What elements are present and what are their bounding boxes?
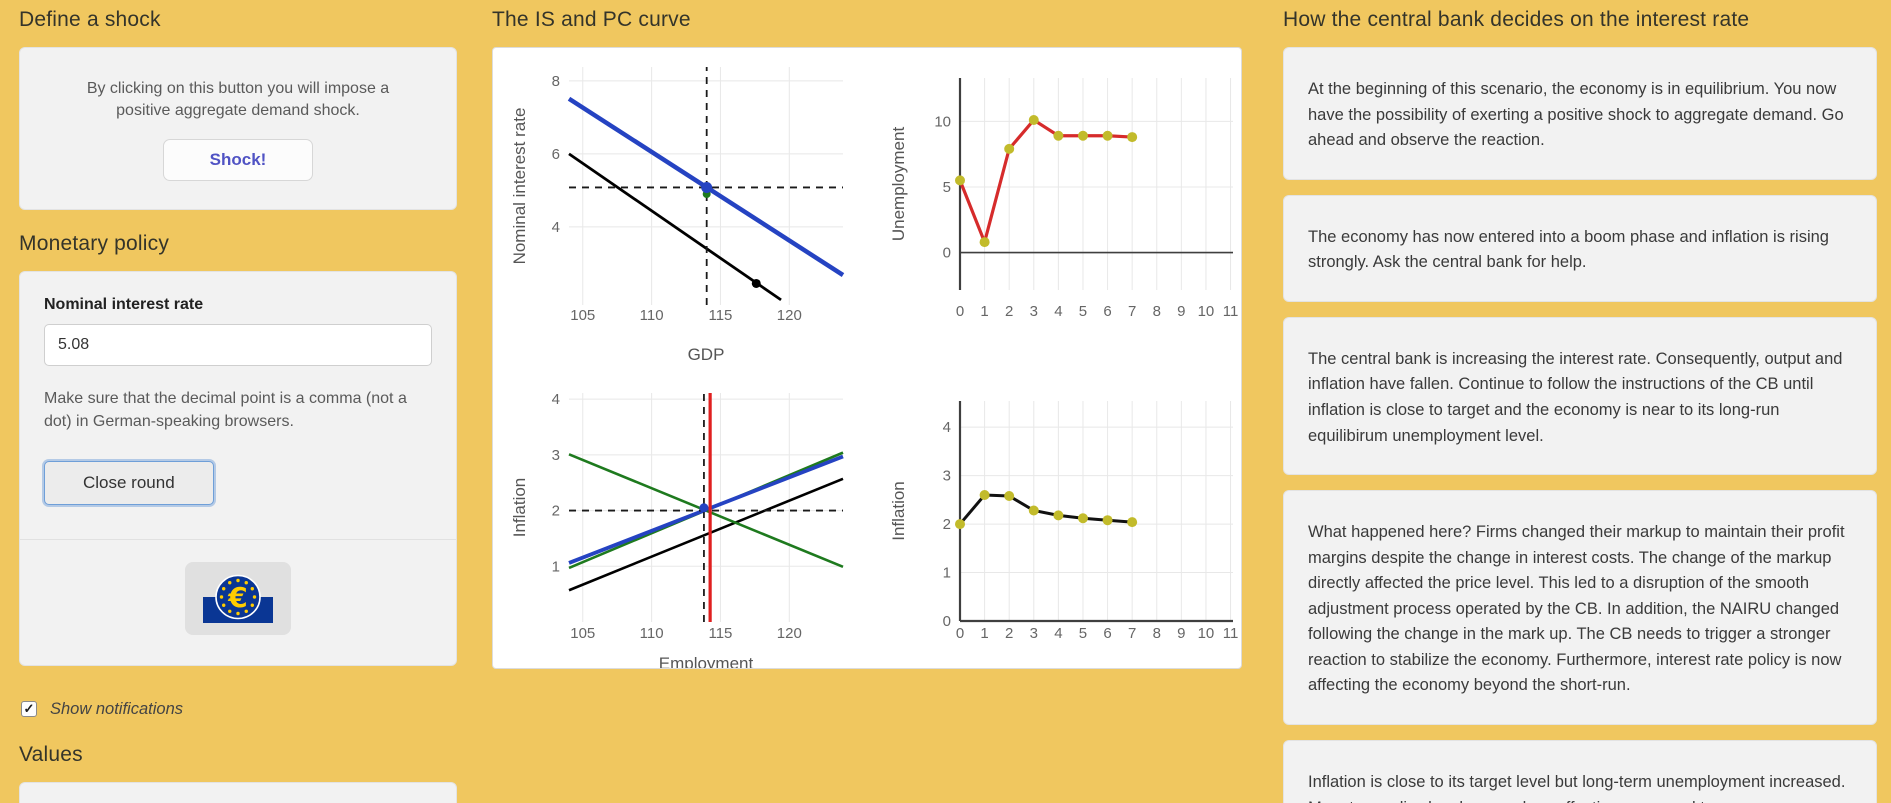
svg-text:2: 2: [1005, 625, 1013, 642]
svg-text:7: 7: [1128, 625, 1136, 642]
cb-message-4: What happened here? Firms changed their …: [1283, 490, 1877, 725]
show-notifications-label: Show notifications: [50, 699, 183, 718]
star-dots: [219, 579, 257, 616]
svg-text:€: €: [227, 581, 247, 614]
is-pc-chart-panel: 105 110 115 120 4 6 8 GDP Nominal interest rate …: [492, 47, 1242, 669]
nominal-interest-rate-label: Nominal interest rate: [44, 296, 204, 314]
svg-text:GDP: GDP: [688, 345, 725, 364]
svg-text:Unemployment: Unemployment: [889, 127, 908, 242]
svg-text:2: 2: [943, 516, 951, 533]
values-title: Values: [19, 742, 83, 766]
shock-button[interactable]: Shock!: [162, 139, 314, 182]
values-card: GDP: 113.99 Inflation: 2.04 %: [19, 781, 457, 803]
svg-text:120: 120: [777, 307, 802, 324]
svg-text:105: 105: [570, 625, 595, 642]
chart-column: The IS and PC curve 105 110 115 120 4 6 8 GDP No…: [492, 8, 1242, 669]
cb-message-2: The economy has now entered into a boom …: [1283, 194, 1877, 302]
svg-text:4: 4: [552, 391, 560, 408]
svg-text:4: 4: [1054, 303, 1062, 320]
close-round-button[interactable]: Close round: [44, 460, 214, 505]
svg-text:3: 3: [1030, 625, 1038, 642]
cb-message-3: The central bank is increasing the inter…: [1283, 316, 1877, 476]
monetary-policy-card: Nominal interest rate Make sure that the…: [19, 271, 457, 666]
svg-text:120: 120: [777, 625, 802, 642]
svg-text:11: 11: [1223, 303, 1239, 320]
svg-text:110: 110: [640, 307, 664, 324]
cb-explainer-title: How the central bank decides on the inte…: [1283, 8, 1750, 31]
monetary-policy-title: Monetary policy: [19, 232, 170, 256]
svg-text:3: 3: [1030, 303, 1038, 320]
svg-text:Employment: Employment: [659, 654, 754, 669]
svg-text:115: 115: [708, 625, 732, 642]
svg-text:0: 0: [956, 303, 964, 320]
svg-text:2: 2: [1005, 303, 1013, 320]
svg-text:0: 0: [956, 625, 964, 642]
svg-text:9: 9: [1177, 625, 1185, 642]
svg-text:0: 0: [943, 613, 951, 630]
svg-text:2: 2: [552, 503, 560, 520]
decimal-note: Make sure that the decimal point is a co…: [44, 390, 407, 430]
svg-text:Inflation: Inflation: [889, 481, 908, 541]
svg-text:6: 6: [552, 146, 560, 163]
svg-text:9: 9: [1177, 303, 1185, 320]
svg-text:4: 4: [552, 219, 560, 236]
svg-text:10: 10: [1198, 625, 1215, 642]
show-notifications-checkbox[interactable]: ✓: [21, 701, 37, 718]
svg-text:1: 1: [552, 558, 560, 575]
svg-text:4: 4: [1054, 625, 1062, 642]
svg-text:1: 1: [943, 565, 951, 582]
svg-text:11: 11: [1223, 625, 1239, 642]
svg-text:8: 8: [1153, 303, 1161, 320]
svg-text:115: 115: [708, 307, 732, 324]
card-divider: [20, 538, 456, 540]
svg-text:105: 105: [570, 307, 595, 324]
svg-text:4: 4: [943, 419, 951, 436]
svg-text:10: 10: [934, 113, 951, 130]
shock-description: By clicking on this button you will impo…: [86, 80, 390, 119]
svg-text:Inflation: Inflation: [510, 478, 529, 538]
svg-text:7: 7: [1128, 303, 1136, 320]
right-column: How the central bank decides on the inte…: [1283, 8, 1877, 803]
svg-text:6: 6: [1103, 625, 1111, 642]
cb-message-1: At the beginning of this scenario, the e…: [1283, 47, 1877, 180]
svg-text:5: 5: [943, 179, 951, 196]
svg-text:8: 8: [552, 73, 560, 90]
svg-text:6: 6: [1103, 303, 1111, 320]
svg-text:0: 0: [943, 245, 951, 262]
svg-text:8: 8: [1153, 625, 1161, 642]
svg-text:5: 5: [1079, 303, 1087, 320]
cb-message-5: Inflation is close to its target level b…: [1283, 740, 1877, 803]
svg-text:1: 1: [980, 303, 988, 320]
notifications-row: ✓ Show notifications: [21, 700, 457, 719]
left-column: Define a shock By clicking on this butto…: [19, 8, 457, 803]
svg-text:5: 5: [1079, 625, 1087, 642]
shock-card: By clicking on this button you will impo…: [19, 47, 457, 211]
svg-text:1: 1: [980, 625, 988, 642]
svg-text:3: 3: [943, 468, 951, 485]
pc-curve-chart: 105 110 115 120 1 2 3 4 Employment Inflation: [510, 391, 844, 669]
svg-text:110: 110: [640, 625, 664, 642]
chart-panel-title: The IS and PC curve: [492, 8, 691, 31]
define-shock-title: Define a shock: [19, 8, 161, 31]
ecb-logo-tile: €: [185, 561, 291, 635]
svg-text:3: 3: [552, 447, 560, 464]
svg-text:10: 10: [1198, 303, 1215, 320]
nominal-interest-rate-input[interactable]: [44, 324, 432, 367]
svg-text:Nominal interest rate: Nominal interest rate: [510, 108, 529, 265]
ecb-euro-logo: €: [203, 575, 273, 624]
is-curve-chart: 105 110 115 120 4 6 8 GDP Nominal interest rate: [510, 67, 845, 364]
